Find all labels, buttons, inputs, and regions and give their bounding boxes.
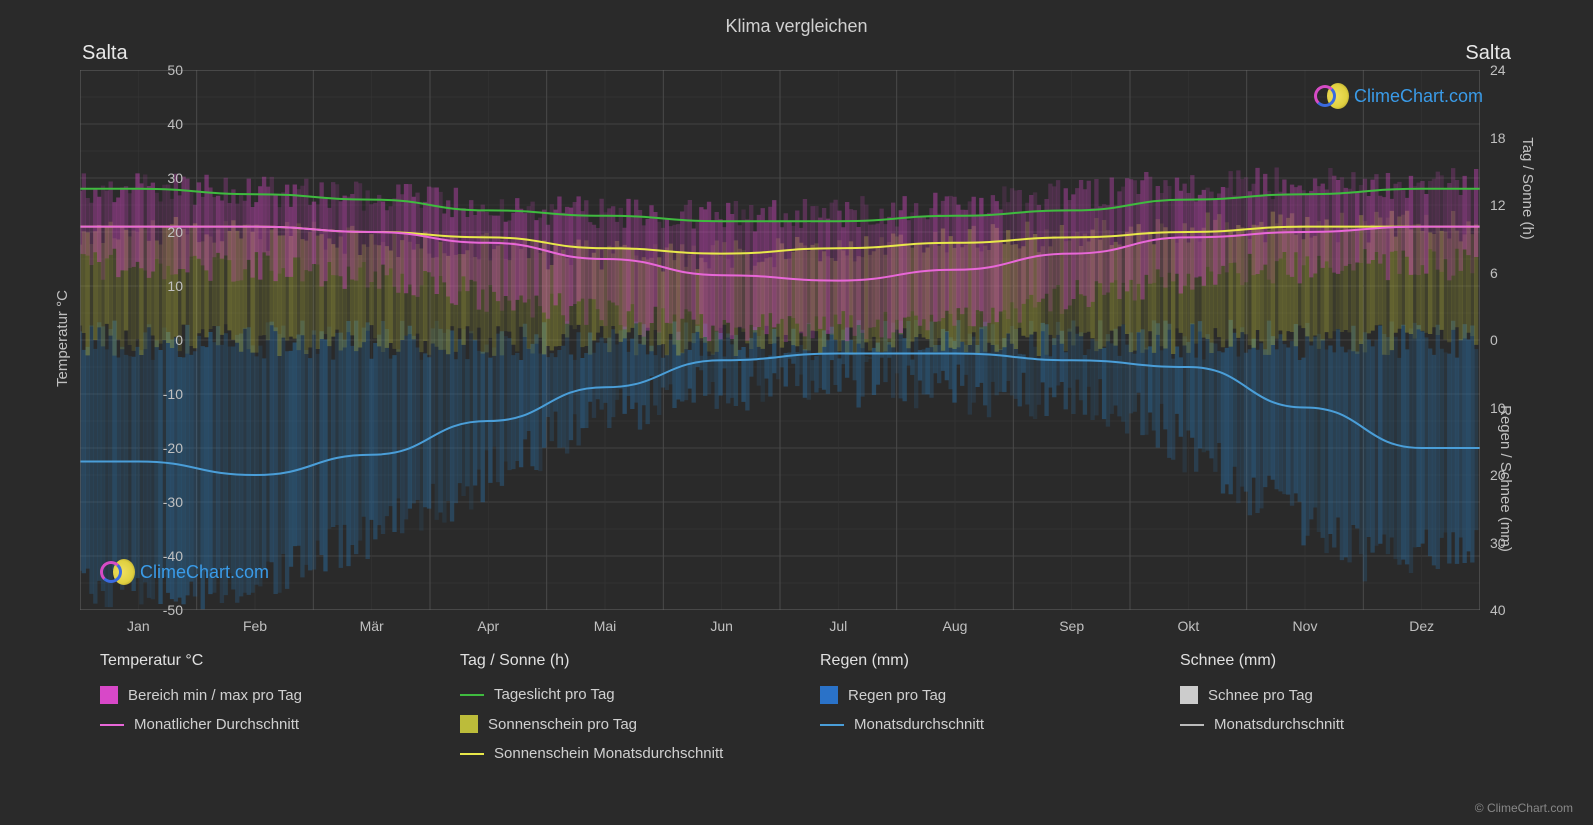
legend-item: Monatlicher Durchschnitt	[100, 716, 430, 733]
y-tick-left: 20	[143, 224, 183, 240]
copyright: © ClimeChart.com	[1475, 801, 1573, 815]
watermark-text: ClimeChart.com	[140, 562, 269, 583]
legend-column: Temperatur °C Bereich min / max pro Tag Mo…	[100, 652, 430, 762]
x-tick-month: Dez	[1409, 618, 1434, 634]
y-tick-left: -10	[143, 386, 183, 402]
y-tick-left: -40	[143, 548, 183, 564]
x-tick-month: Jan	[127, 618, 150, 634]
legend-item: Monatsdurchschnitt	[820, 716, 1150, 733]
location-label-left: Salta	[82, 42, 128, 65]
legend-item: Monatsdurchschnitt	[1180, 716, 1510, 733]
watermark-bottom: ClimeChart.com	[100, 558, 269, 586]
x-tick-month: Nov	[1293, 618, 1318, 634]
legend-item: Sonnenschein pro Tag	[460, 715, 790, 733]
y-tick-left: 10	[143, 278, 183, 294]
legend-item: Sonnenschein Monatsdurchschnitt	[460, 745, 790, 762]
y-tick-right-sun: 24	[1490, 62, 1506, 78]
legend-item: Regen pro Tag	[820, 686, 1150, 704]
x-tick-month: Jul	[829, 618, 847, 634]
legend-item-label: Sonnenschein Monatsdurchschnitt	[494, 745, 723, 762]
legend-item-label: Monatsdurchschnitt	[1214, 716, 1344, 733]
legend-title: Schnee (mm)	[1180, 652, 1510, 670]
legend-line-icon	[1180, 724, 1204, 726]
legend-column: Schnee (mm) Schnee pro Tag Monatsdurchschn…	[1180, 652, 1510, 762]
legend-swatch-icon	[820, 686, 838, 704]
legend-item-label: Bereich min / max pro Tag	[128, 687, 302, 704]
x-tick-month: Aug	[943, 618, 968, 634]
y-tick-right-rain: 10	[1490, 400, 1506, 416]
legend-item: Schnee pro Tag	[1180, 686, 1510, 704]
x-tick-month: Okt	[1177, 618, 1199, 634]
legend-item: Bereich min / max pro Tag	[100, 686, 430, 704]
y-tick-left: 30	[143, 170, 183, 186]
legend-line-icon	[100, 724, 124, 726]
y-tick-right-sun: 12	[1490, 197, 1506, 213]
legend-line-icon	[460, 694, 484, 696]
legend-swatch-icon	[100, 686, 118, 704]
legend: Temperatur °C Bereich min / max pro Tag Mo…	[100, 652, 1500, 762]
climechart-logo-icon	[1314, 82, 1348, 110]
y-tick-right-sun: 6	[1490, 265, 1498, 281]
legend-title: Tag / Sonne (h)	[460, 652, 790, 670]
climate-chart-svg	[80, 70, 1480, 610]
y-axis-label-right-sun: Tag / Sonne (h)	[1519, 137, 1536, 240]
climechart-logo-icon	[100, 558, 134, 586]
watermark-top: ClimeChart.com	[1314, 82, 1483, 110]
legend-swatch-icon	[1180, 686, 1198, 704]
x-tick-month: Sep	[1059, 618, 1084, 634]
y-tick-left: -50	[143, 602, 183, 618]
legend-item-label: Monatlicher Durchschnitt	[134, 716, 299, 733]
y-tick-left: -20	[143, 440, 183, 456]
y-tick-right-rain: 20	[1490, 467, 1506, 483]
legend-title: Regen (mm)	[820, 652, 1150, 670]
legend-column: Regen (mm) Regen pro Tag Monatsdurchschnit…	[820, 652, 1150, 762]
band	[80, 320, 1476, 609]
y-tick-right-sun: 18	[1490, 130, 1506, 146]
x-tick-month: Apr	[477, 618, 499, 634]
y-tick-right-rain: 40	[1490, 602, 1506, 618]
y-tick-right-rain: 30	[1490, 535, 1506, 551]
y-tick-left: 50	[143, 62, 183, 78]
legend-item-label: Sonnenschein pro Tag	[488, 716, 637, 733]
legend-line-icon	[460, 753, 484, 755]
legend-item-label: Schnee pro Tag	[1208, 687, 1313, 704]
chart-title: Klima vergleichen	[0, 0, 1593, 37]
legend-item-label: Regen pro Tag	[848, 687, 946, 704]
legend-title: Temperatur °C	[100, 652, 430, 670]
watermark-text: ClimeChart.com	[1354, 86, 1483, 107]
x-tick-month: Feb	[243, 618, 267, 634]
legend-item: Tageslicht pro Tag	[460, 686, 790, 703]
legend-item-label: Tageslicht pro Tag	[494, 686, 615, 703]
legend-item-label: Monatsdurchschnitt	[854, 716, 984, 733]
y-tick-left: 0	[143, 332, 183, 348]
y-axis-label-left: Temperatur °C	[54, 290, 71, 387]
y-tick-right-sun: 0	[1490, 332, 1498, 348]
plot-area	[80, 70, 1480, 610]
y-tick-left: -30	[143, 494, 183, 510]
legend-swatch-icon	[460, 715, 478, 733]
x-tick-month: Mär	[360, 618, 384, 634]
x-tick-month: Jun	[710, 618, 733, 634]
y-tick-left: 40	[143, 116, 183, 132]
legend-column: Tag / Sonne (h) Tageslicht pro Tag Sonnens…	[460, 652, 790, 762]
legend-line-icon	[820, 724, 844, 726]
x-tick-month: Mai	[594, 618, 617, 634]
